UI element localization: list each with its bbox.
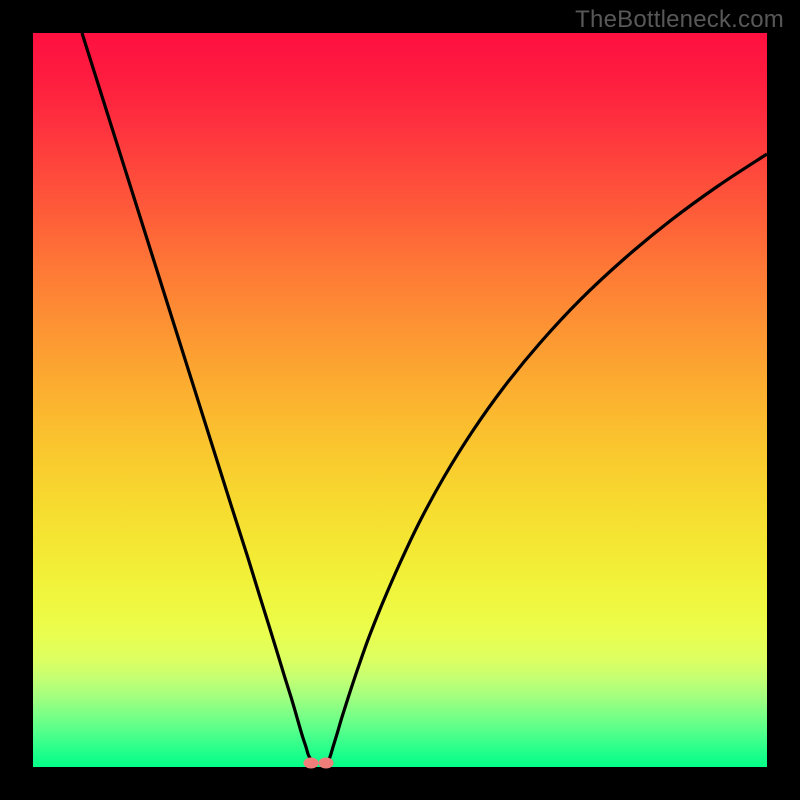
plot-background: [33, 33, 767, 767]
marker-dot: [319, 758, 334, 769]
chart-svg: [0, 0, 800, 800]
watermark-text: TheBottleneck.com: [575, 6, 784, 34]
marker-dot: [304, 758, 319, 769]
bottleneck-chart: TheBottleneck.com: [0, 0, 800, 800]
